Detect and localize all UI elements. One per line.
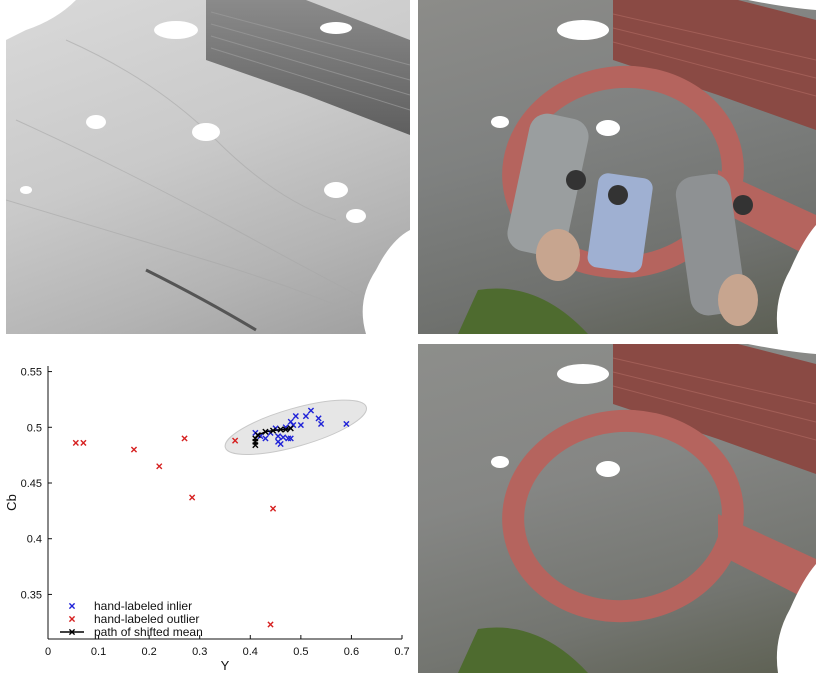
x-tick-label: 0.2 <box>141 646 156 658</box>
inlier-point <box>287 435 294 442</box>
inlier-point <box>277 440 284 448</box>
shifted-mean-point <box>269 427 277 434</box>
legend-marker <box>68 602 76 610</box>
x-tick-label: 0.6 <box>344 646 359 658</box>
legend-item: hand-labeled outlier <box>68 612 199 626</box>
legend-marker <box>68 628 76 636</box>
x-tick-label: 0.5 <box>293 646 308 658</box>
x-tick-label: 0.7 <box>394 646 409 658</box>
inlier-point <box>302 413 310 420</box>
shifted-mean-point <box>287 425 294 432</box>
inlier-point <box>343 420 350 428</box>
x-axis-label: Y <box>221 658 230 673</box>
legend-label: hand-labeled outlier <box>94 612 199 626</box>
legend-item: hand-labeled inlier <box>68 599 192 613</box>
cluster-scatter-plot: 0 0.1 0.2 0.3 0.4 0.5 0.6 0.7 0.35 0.4 0.45 0.5 0.55… <box>0 344 412 673</box>
inlier-point <box>292 413 299 420</box>
y-tick-label: 0.5 <box>27 422 42 434</box>
legend-label: hand-labeled inlier <box>94 599 192 613</box>
x-tick-label: 0.4 <box>243 646 258 658</box>
inlier-point <box>280 434 287 441</box>
outlier-point <box>189 494 196 501</box>
outlier-point <box>267 621 274 628</box>
legend-marker <box>68 615 76 623</box>
shifted-mean-point <box>262 428 269 435</box>
x-tick-label: 0 <box>45 646 51 658</box>
shifted-mean-point <box>277 426 284 433</box>
inlier-point <box>317 420 325 428</box>
shifted-mean-point <box>282 426 289 433</box>
scatter-plot-svg: 0 0.1 0.2 0.3 0.4 0.5 0.6 0.7 0.35 0.4 0.45 0.5 0.55… <box>4 366 410 673</box>
outlier-point <box>269 505 277 512</box>
legend-item: path of shifted mean <box>60 625 203 639</box>
outlier-point <box>80 439 87 446</box>
textured-with-people-image <box>458 0 816 334</box>
outlier-point <box>181 435 188 442</box>
textured-reconstruction-with-people-panel <box>418 0 816 334</box>
textured-reconstruction-cleaned-panel <box>418 344 816 673</box>
outlier-point <box>72 439 79 446</box>
outlier-point <box>156 463 163 470</box>
mesh-render-image <box>6 0 410 334</box>
y-tick-label: 0.55 <box>21 367 42 379</box>
inlier-point <box>315 415 322 422</box>
y-axis-label: Cb <box>4 494 19 511</box>
x-tick-label: 0.3 <box>192 646 207 658</box>
x-tick-label: 0.1 <box>91 646 106 658</box>
y-tick-label: 0.35 <box>21 589 42 601</box>
legend-label: path of shifted mean <box>94 625 203 639</box>
textured-cleaned-image <box>458 344 816 673</box>
inlier-point <box>307 407 315 414</box>
shifted-mean-point <box>254 431 261 439</box>
y-tick-label: 0.4 <box>27 534 42 546</box>
inlier-point <box>275 433 282 440</box>
y-tick-label: 0.45 <box>21 478 42 490</box>
outlier-point <box>232 437 239 444</box>
outlier-point <box>130 446 138 453</box>
inlier-point <box>262 435 269 442</box>
inlier-point <box>297 421 304 429</box>
mesh-render-panel <box>6 0 410 334</box>
